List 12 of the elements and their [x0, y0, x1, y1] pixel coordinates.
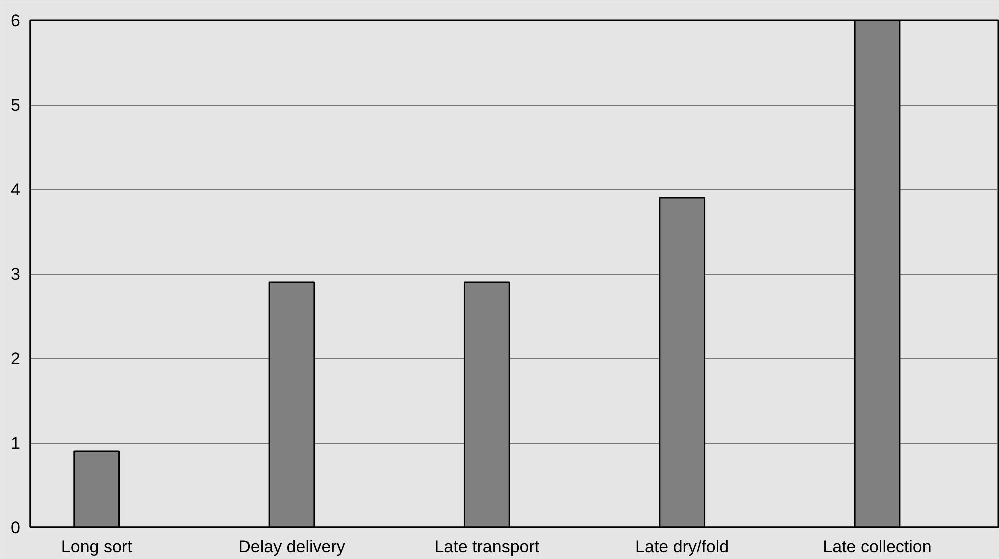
y-tick-label: 3 — [11, 265, 21, 284]
x-tick-label: Late dry/fold — [636, 538, 730, 556]
y-tick-label: 5 — [11, 96, 21, 115]
y-tick-label: 1 — [11, 434, 21, 453]
y-tick-label: 0 — [11, 518, 21, 538]
x-tick-label: Long sort — [61, 538, 133, 556]
x-tick-label: Late transport — [434, 538, 540, 556]
x-tick-label: Delay delivery — [238, 538, 346, 556]
x-tick-label: Late collection — [823, 538, 932, 556]
y-tick-label: 4 — [11, 180, 21, 200]
y-tick-label: 6 — [11, 12, 21, 30]
y-tick-label: 2 — [11, 350, 21, 368]
